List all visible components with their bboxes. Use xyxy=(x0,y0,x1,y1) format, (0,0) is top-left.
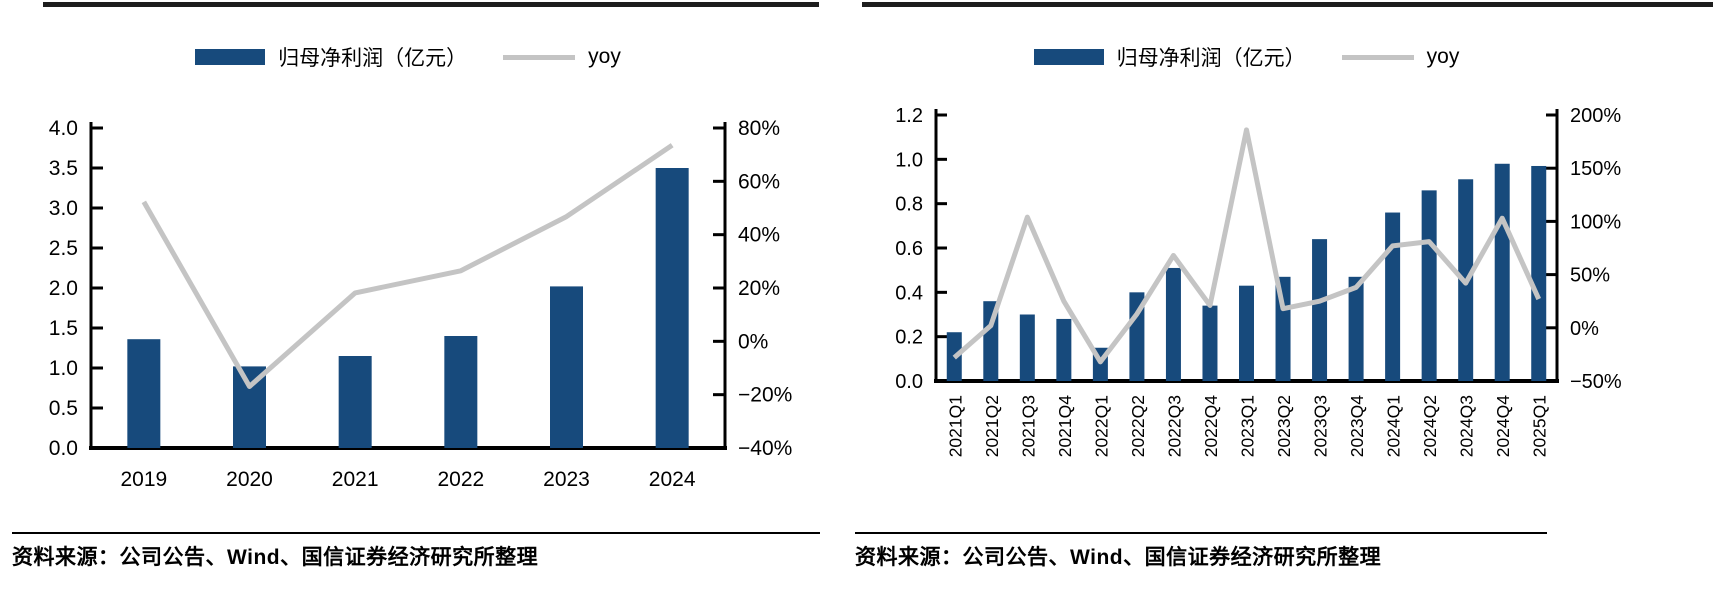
panel-bottom-rule-right xyxy=(855,532,1547,534)
right-tick-label: 40% xyxy=(738,224,780,247)
left-tick-label: 0.0 xyxy=(49,437,78,460)
right-tick-label: 150% xyxy=(1570,158,1621,180)
bar-2019 xyxy=(127,339,161,448)
left-tick-label: 3.0 xyxy=(49,197,78,220)
yoy-line xyxy=(952,127,1542,365)
x-tick-label: 2022 xyxy=(437,468,484,491)
right-tick-label: 100% xyxy=(1570,211,1621,233)
x-tick-label: 2023Q3 xyxy=(1311,395,1331,457)
x-tick-label: 2025Q1 xyxy=(1530,395,1550,457)
right-tick-label: −40% xyxy=(738,437,792,460)
bar-2023 xyxy=(550,286,583,448)
panel-bottom-rule-left xyxy=(12,532,820,534)
annual-net-profit-chart: 4.0 3.5 3.0 2.5 2.0 1.5 1.0 0.5 0.0 80% 60% 40% 20% 0… xyxy=(49,117,793,491)
x-tick-label: 2022Q3 xyxy=(1164,395,1184,457)
bar-2025Q1 xyxy=(1531,165,1547,381)
x-tick-label: 2020 xyxy=(226,468,273,491)
x-tick-label: 2021Q2 xyxy=(982,395,1002,457)
bar-series-label: 归母净利润（亿元） xyxy=(278,47,468,70)
bar-2023Q3 xyxy=(1312,239,1328,381)
legend-quarterly-chart: 归母净利润（亿元） yoy xyxy=(936,42,1557,72)
bar-series-swatch xyxy=(195,49,266,65)
left-tick-label: 1.5 xyxy=(49,317,78,340)
x-tick-label: 2024 xyxy=(649,468,696,491)
bar-series-label: 归母净利润（亿元） xyxy=(1116,47,1306,70)
left-tick-label: 1.0 xyxy=(895,149,923,171)
x-tick-label: 2024Q2 xyxy=(1420,395,1440,457)
left-tick-label: 0.0 xyxy=(895,371,923,393)
line-series-label: yoy xyxy=(1426,45,1460,68)
right-tick-label: 80% xyxy=(738,117,780,140)
bar-2022Q2 xyxy=(1129,292,1145,381)
line-series-swatch xyxy=(503,54,576,60)
right-tick-label: −20% xyxy=(738,384,792,407)
right-tick-label: −50% xyxy=(1570,371,1622,393)
right-tick-label: 20% xyxy=(738,277,780,300)
bar-2021Q4 xyxy=(1056,318,1072,381)
left-tick-label: 0.4 xyxy=(895,282,923,304)
legend-annual-chart: 归母净利润（亿元） yoy xyxy=(91,42,725,72)
bar-2024Q4 xyxy=(1494,163,1510,381)
yoy-line xyxy=(141,143,674,389)
left-tick-label: 0.5 xyxy=(49,397,78,420)
x-tick-label: 2022Q1 xyxy=(1091,395,1111,457)
left-tick-label: 2.5 xyxy=(49,237,78,260)
x-tick-label: 2024Q1 xyxy=(1384,395,1404,457)
bar-2024 xyxy=(655,168,689,448)
x-tick-label: 2019 xyxy=(120,468,167,491)
right-tick-label: 200% xyxy=(1570,105,1621,127)
left-tick-label: 0.6 xyxy=(895,238,923,260)
left-tick-label: 1.2 xyxy=(895,105,923,127)
source-note-left: 资料来源：公司公告、Wind、国信证券经济研究所整理 xyxy=(12,546,539,569)
left-tick-label: 2.0 xyxy=(49,277,78,300)
bar-2021 xyxy=(338,356,372,448)
x-tick-label: 2022Q2 xyxy=(1128,395,1148,457)
x-tick-label: 2023 xyxy=(543,468,590,491)
x-tick-label: 2021Q4 xyxy=(1055,395,1075,458)
bar-2022 xyxy=(444,336,478,448)
panel-top-rule-right xyxy=(862,2,1713,7)
source-note-right: 资料来源：公司公告、Wind、国信证券经济研究所整理 xyxy=(855,546,1382,569)
x-tick-label: 2023Q1 xyxy=(1238,395,1258,457)
x-tick-label: 2021Q1 xyxy=(945,395,965,457)
bar-2023Q1 xyxy=(1239,285,1254,381)
left-tick-label: 0.2 xyxy=(895,327,923,349)
right-tick-label: 60% xyxy=(738,170,780,193)
x-tick-label: 2024Q4 xyxy=(1493,395,1513,458)
panel-top-rule-left xyxy=(43,2,819,7)
bar-2023Q2 xyxy=(1275,276,1291,381)
bar-2022Q3 xyxy=(1165,267,1181,381)
left-tick-label: 1.0 xyxy=(49,357,78,380)
quarterly-net-profit-chart: 1.2 1.0 0.8 0.6 0.4 0.2 0.0 200% 150% 100% 50% 0% −5… xyxy=(895,105,1622,458)
bar-series-swatch xyxy=(1033,49,1104,65)
x-tick-label: 2021Q3 xyxy=(1018,395,1038,457)
left-tick-label: 4.0 xyxy=(49,117,78,140)
x-tick-label: 2024Q3 xyxy=(1457,395,1477,457)
left-tick-label: 3.5 xyxy=(49,157,78,180)
x-tick-label: 2022Q4 xyxy=(1201,395,1221,458)
x-tick-label: 2023Q2 xyxy=(1274,395,1294,457)
bar-2024Q2 xyxy=(1421,190,1437,381)
right-tick-label: 50% xyxy=(1570,265,1610,287)
x-tick-label: 2023Q4 xyxy=(1347,395,1367,458)
line-series-label: yoy xyxy=(588,45,621,68)
bar-2023Q4 xyxy=(1348,276,1364,381)
x-tick-label: 2021 xyxy=(332,468,379,491)
bar-2024Q1 xyxy=(1385,212,1401,381)
bar-2022Q4 xyxy=(1202,305,1218,381)
bar-2021Q3 xyxy=(1019,314,1035,381)
right-tick-label: 0% xyxy=(1570,318,1599,340)
left-tick-label: 0.8 xyxy=(895,194,923,216)
line-series-swatch xyxy=(1341,54,1414,60)
right-tick-label: 0% xyxy=(738,330,768,353)
